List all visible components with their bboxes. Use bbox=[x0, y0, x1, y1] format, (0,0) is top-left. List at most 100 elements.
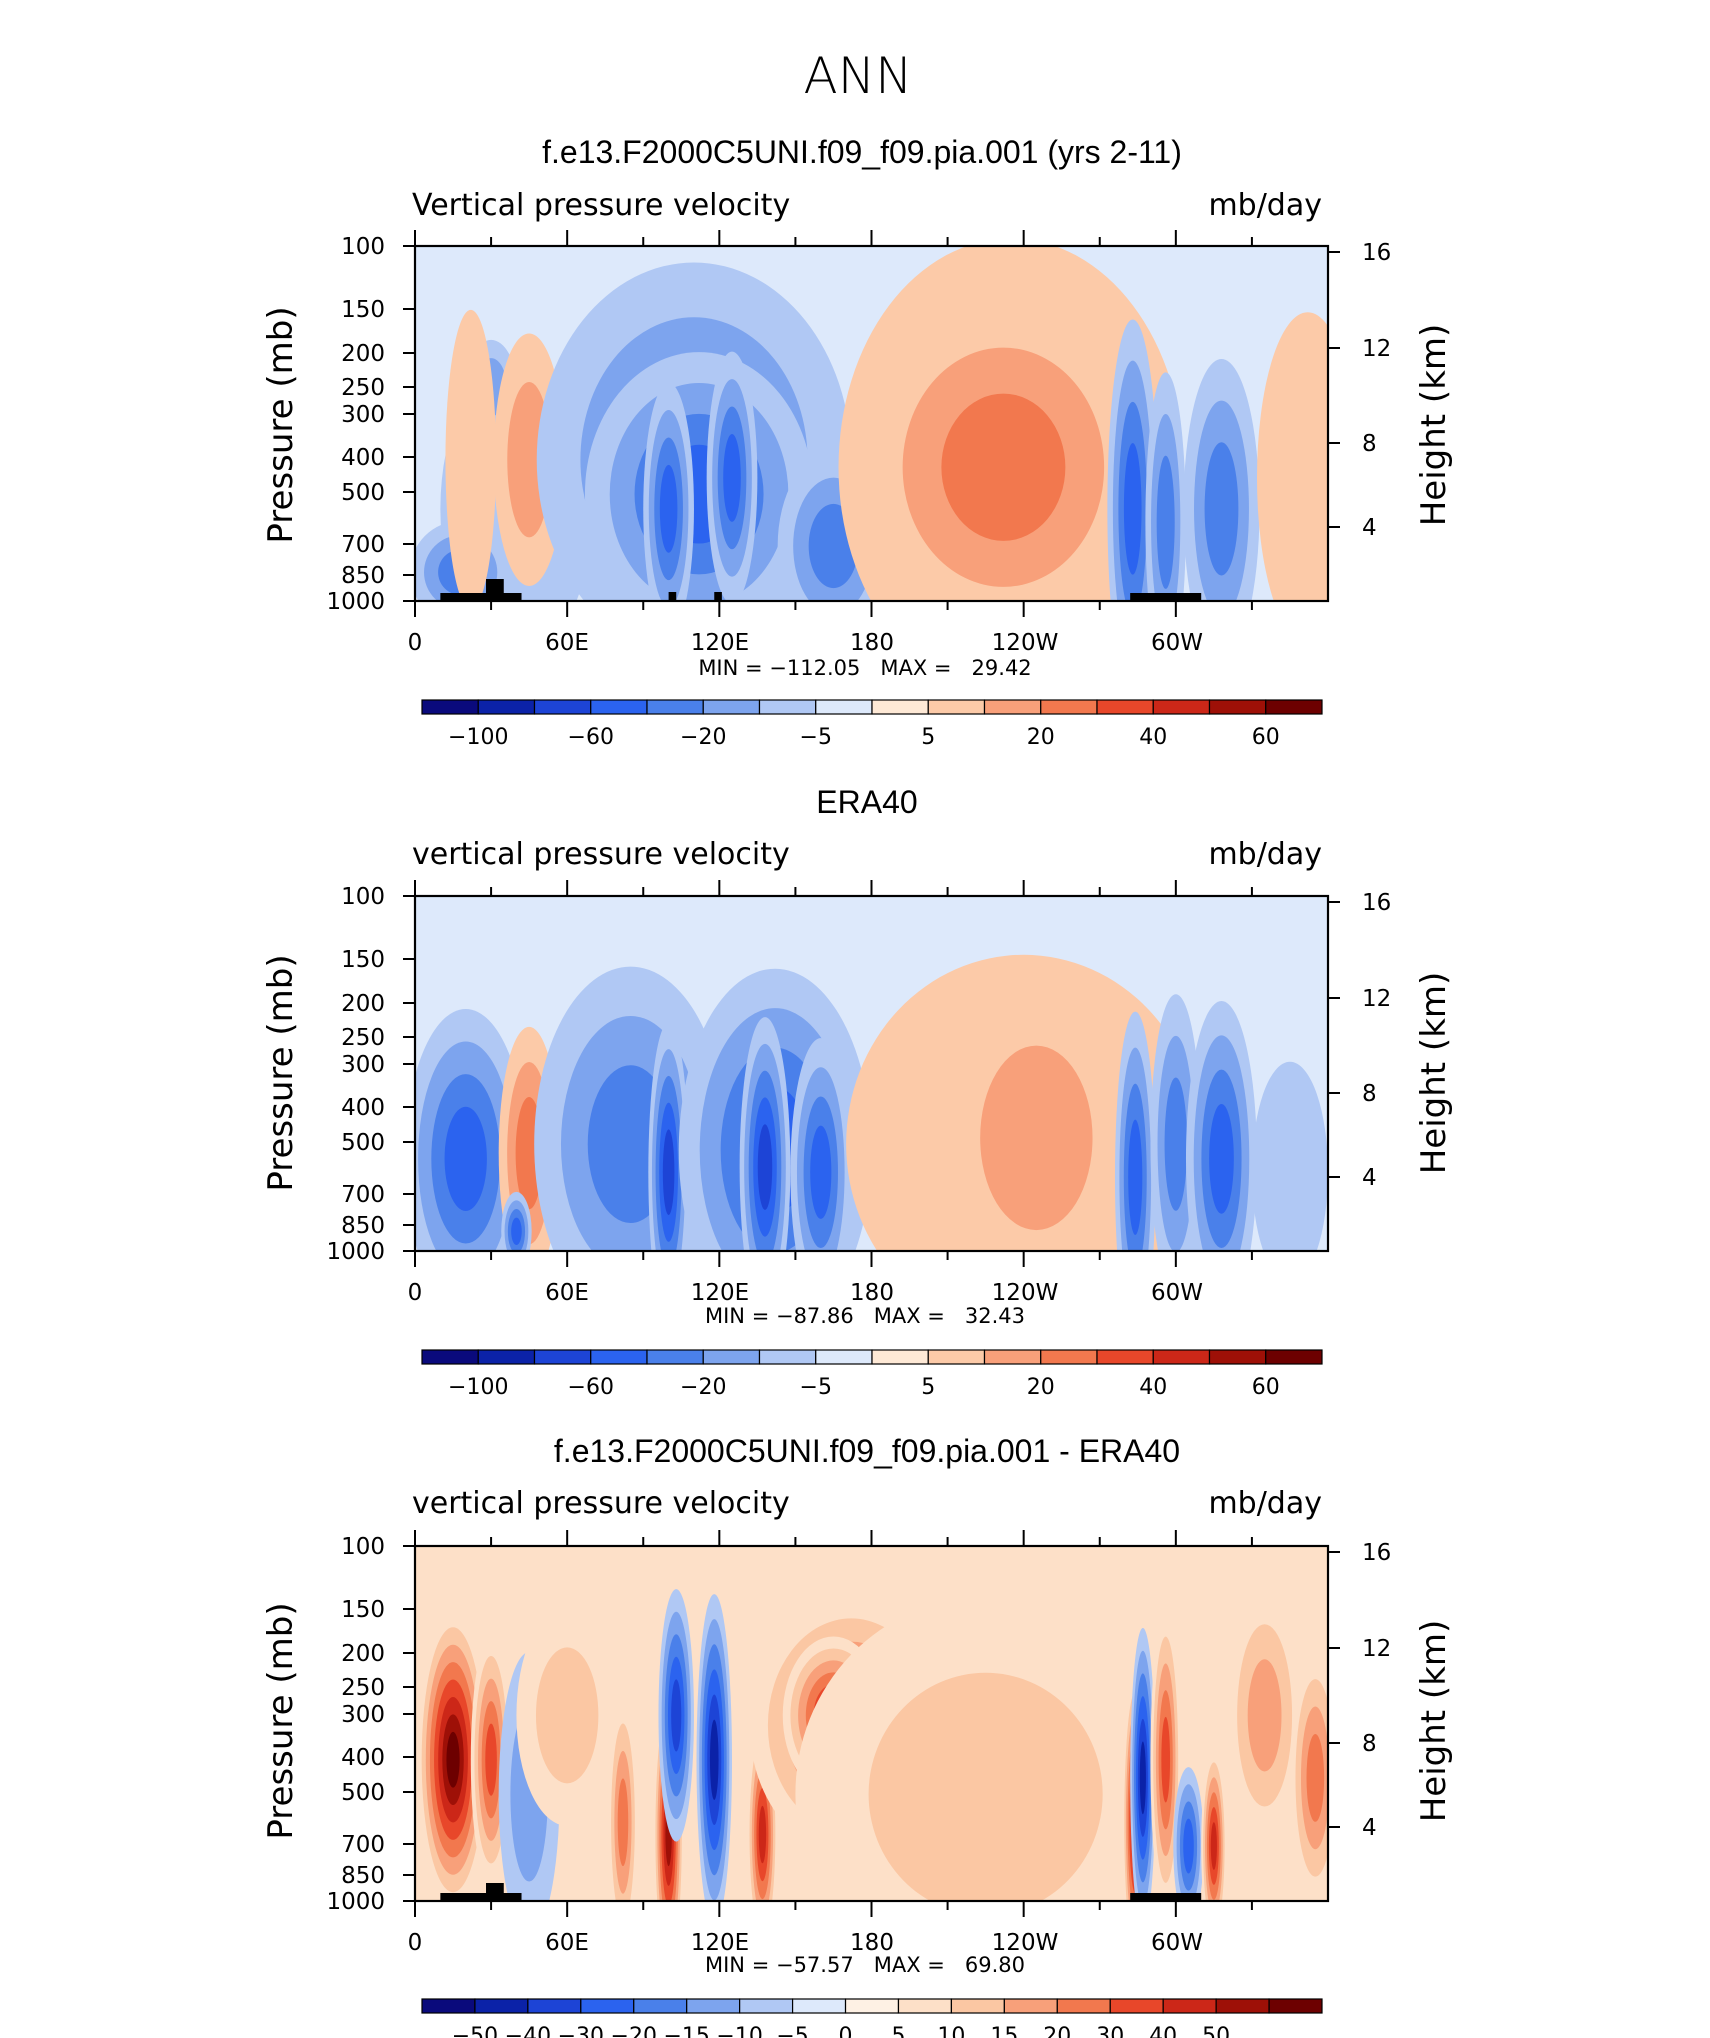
panel-1-y2label: Height (km) bbox=[1414, 324, 1454, 527]
panel-1: f.e13.F2000C5UNI.f09_f09.pia.001 (yrs 2-… bbox=[261, 134, 1454, 750]
colorbar-label: 0 bbox=[839, 2024, 853, 2038]
y-tick-label: 700 bbox=[341, 1832, 385, 1858]
contour-blob-0-level-3 bbox=[444, 1106, 487, 1211]
y-tick-label: 300 bbox=[341, 1702, 385, 1728]
colorbar-box bbox=[815, 1349, 873, 1365]
contour-blob-4-level-3 bbox=[617, 1778, 629, 1867]
colorbar-label: 5 bbox=[891, 2024, 905, 2038]
y-tick-label: 150 bbox=[341, 297, 385, 323]
y-tick-label: 200 bbox=[341, 341, 385, 367]
colorbar-box bbox=[950, 1998, 1005, 2014]
contour-blob-11-level-1 bbox=[868, 1672, 1103, 1901]
y-tick-label: 150 bbox=[341, 1597, 385, 1623]
y-tick-label: 850 bbox=[341, 1863, 385, 1889]
colorbar-box bbox=[1268, 1998, 1323, 2014]
land-mask-0 bbox=[440, 1893, 522, 1901]
contour-blob-17-level-2 bbox=[1247, 1659, 1282, 1772]
x-tick-label: 120W bbox=[992, 1930, 1059, 1956]
contour-blob-9-level-1 bbox=[980, 1045, 1093, 1231]
heatmap-field bbox=[415, 1546, 1328, 1901]
colorbar-label: −60 bbox=[568, 1375, 614, 1400]
y-tick-label: 100 bbox=[341, 234, 385, 260]
colorbar-label: −40 bbox=[505, 2024, 551, 2038]
colorbar-box bbox=[1109, 1998, 1164, 2014]
y2-tick-label: 8 bbox=[1362, 1731, 1377, 1757]
y-tick-label: 150 bbox=[341, 947, 385, 973]
y2-tick-label: 16 bbox=[1362, 240, 1391, 266]
y2-tick-label: 4 bbox=[1362, 1165, 1377, 1191]
figure-title: ANN bbox=[803, 47, 912, 105]
x-tick-label: 60E bbox=[545, 1280, 589, 1306]
contour-blob-6-level-4 bbox=[671, 1679, 682, 1752]
panel-1-stats: MIN = −112.05 MAX = 29.42 bbox=[698, 656, 1031, 680]
colorbar-label: 40 bbox=[1139, 1375, 1167, 1400]
y-tick-label: 250 bbox=[341, 1025, 385, 1051]
y-tick-label: 100 bbox=[341, 884, 385, 910]
y-tick-label: 1000 bbox=[326, 1889, 385, 1915]
colorbar-box bbox=[421, 1349, 479, 1365]
land-mask-1 bbox=[486, 579, 504, 601]
colorbar-box bbox=[527, 1998, 582, 2014]
land-mask-2 bbox=[668, 592, 677, 601]
colorbar-label: 20 bbox=[1027, 1375, 1055, 1400]
colorbar-label: −100 bbox=[448, 725, 508, 750]
colorbar-box bbox=[1215, 1998, 1270, 2014]
colorbar-label: 60 bbox=[1252, 725, 1280, 750]
contour-blob-12-level-3 bbox=[1209, 1103, 1234, 1214]
y-tick-label: 100 bbox=[341, 1534, 385, 1560]
colorbar-box bbox=[1152, 699, 1211, 715]
colorbar-box bbox=[758, 1349, 817, 1365]
colorbar-label: −50 bbox=[452, 2024, 498, 2038]
panel-3-units: mb/day bbox=[1208, 1486, 1322, 1521]
colorbar-box bbox=[871, 1349, 929, 1365]
colorbar-box bbox=[927, 699, 986, 715]
heatmap-field bbox=[415, 896, 1328, 1251]
contour-blob-2-level-3 bbox=[511, 1217, 522, 1246]
x-tick-label: 120W bbox=[992, 1280, 1059, 1306]
colorbar-box bbox=[1056, 1998, 1111, 2014]
colorbar-box bbox=[1265, 1349, 1323, 1365]
contour-blob-18-level-3 bbox=[1306, 1733, 1325, 1822]
contour-blob-7-level-3 bbox=[810, 1125, 832, 1219]
land-mask-4 bbox=[1130, 593, 1202, 601]
colorbar-box bbox=[474, 1998, 529, 2014]
colorbar-label: −10 bbox=[716, 2024, 762, 2038]
x-tick-label: 120E bbox=[691, 1930, 749, 1956]
colorbar-box bbox=[590, 1349, 648, 1365]
panel-1-variable-label: Vertical pressure velocity bbox=[412, 188, 790, 223]
colorbar-box bbox=[1208, 1349, 1267, 1365]
y-tick-label: 400 bbox=[341, 1745, 385, 1771]
colorbar-box bbox=[590, 699, 648, 715]
colorbar-box bbox=[421, 699, 479, 715]
y-tick-label: 500 bbox=[341, 1130, 385, 1156]
y-tick-label: 300 bbox=[341, 1052, 385, 1078]
y-tick-label: 200 bbox=[341, 991, 385, 1017]
x-tick-label: 0 bbox=[408, 630, 423, 656]
colorbar-box bbox=[739, 1998, 794, 2014]
x-tick-label: 180 bbox=[850, 1930, 894, 1956]
colorbar-box bbox=[702, 699, 761, 715]
y-tick-label: 250 bbox=[341, 1675, 385, 1701]
panel-2-y2label: Height (km) bbox=[1414, 972, 1454, 1175]
panel-2-colorbar: −100 −60 −20 −5 5 20 40 60 bbox=[421, 1349, 1323, 1400]
contour-blob-11-level-2 bbox=[1164, 1077, 1188, 1211]
colorbar-label: −15 bbox=[663, 2024, 709, 2038]
colorbar-label: 20 bbox=[1043, 2024, 1071, 2038]
colorbar-box bbox=[758, 699, 817, 715]
colorbar-box bbox=[927, 1349, 986, 1365]
x-tick-label: 0 bbox=[408, 1930, 423, 1956]
y-tick-label: 300 bbox=[341, 402, 385, 428]
colorbar-label: −5 bbox=[800, 725, 832, 750]
panel-3-colorbar: −50 −40 −30 −20 −15 −10 −5 0 5 10 15 20 30 40 50 bbox=[421, 1998, 1323, 2038]
colorbar-label: 40 bbox=[1139, 725, 1167, 750]
heatmap-field bbox=[415, 246, 1328, 601]
colorbar-box bbox=[533, 1349, 592, 1365]
colorbar-label: 30 bbox=[1096, 2024, 1124, 2038]
contour-blob-13-level-0 bbox=[1251, 1061, 1328, 1251]
colorbar-label: −20 bbox=[680, 725, 726, 750]
panel-3-title: f.e13.F2000C5UNI.f09_f09.pia.001 - ERA40 bbox=[554, 1433, 1180, 1469]
y-tick-label: 700 bbox=[341, 532, 385, 558]
colorbar-box bbox=[477, 1349, 536, 1365]
colorbar-label: −5 bbox=[800, 1375, 832, 1400]
